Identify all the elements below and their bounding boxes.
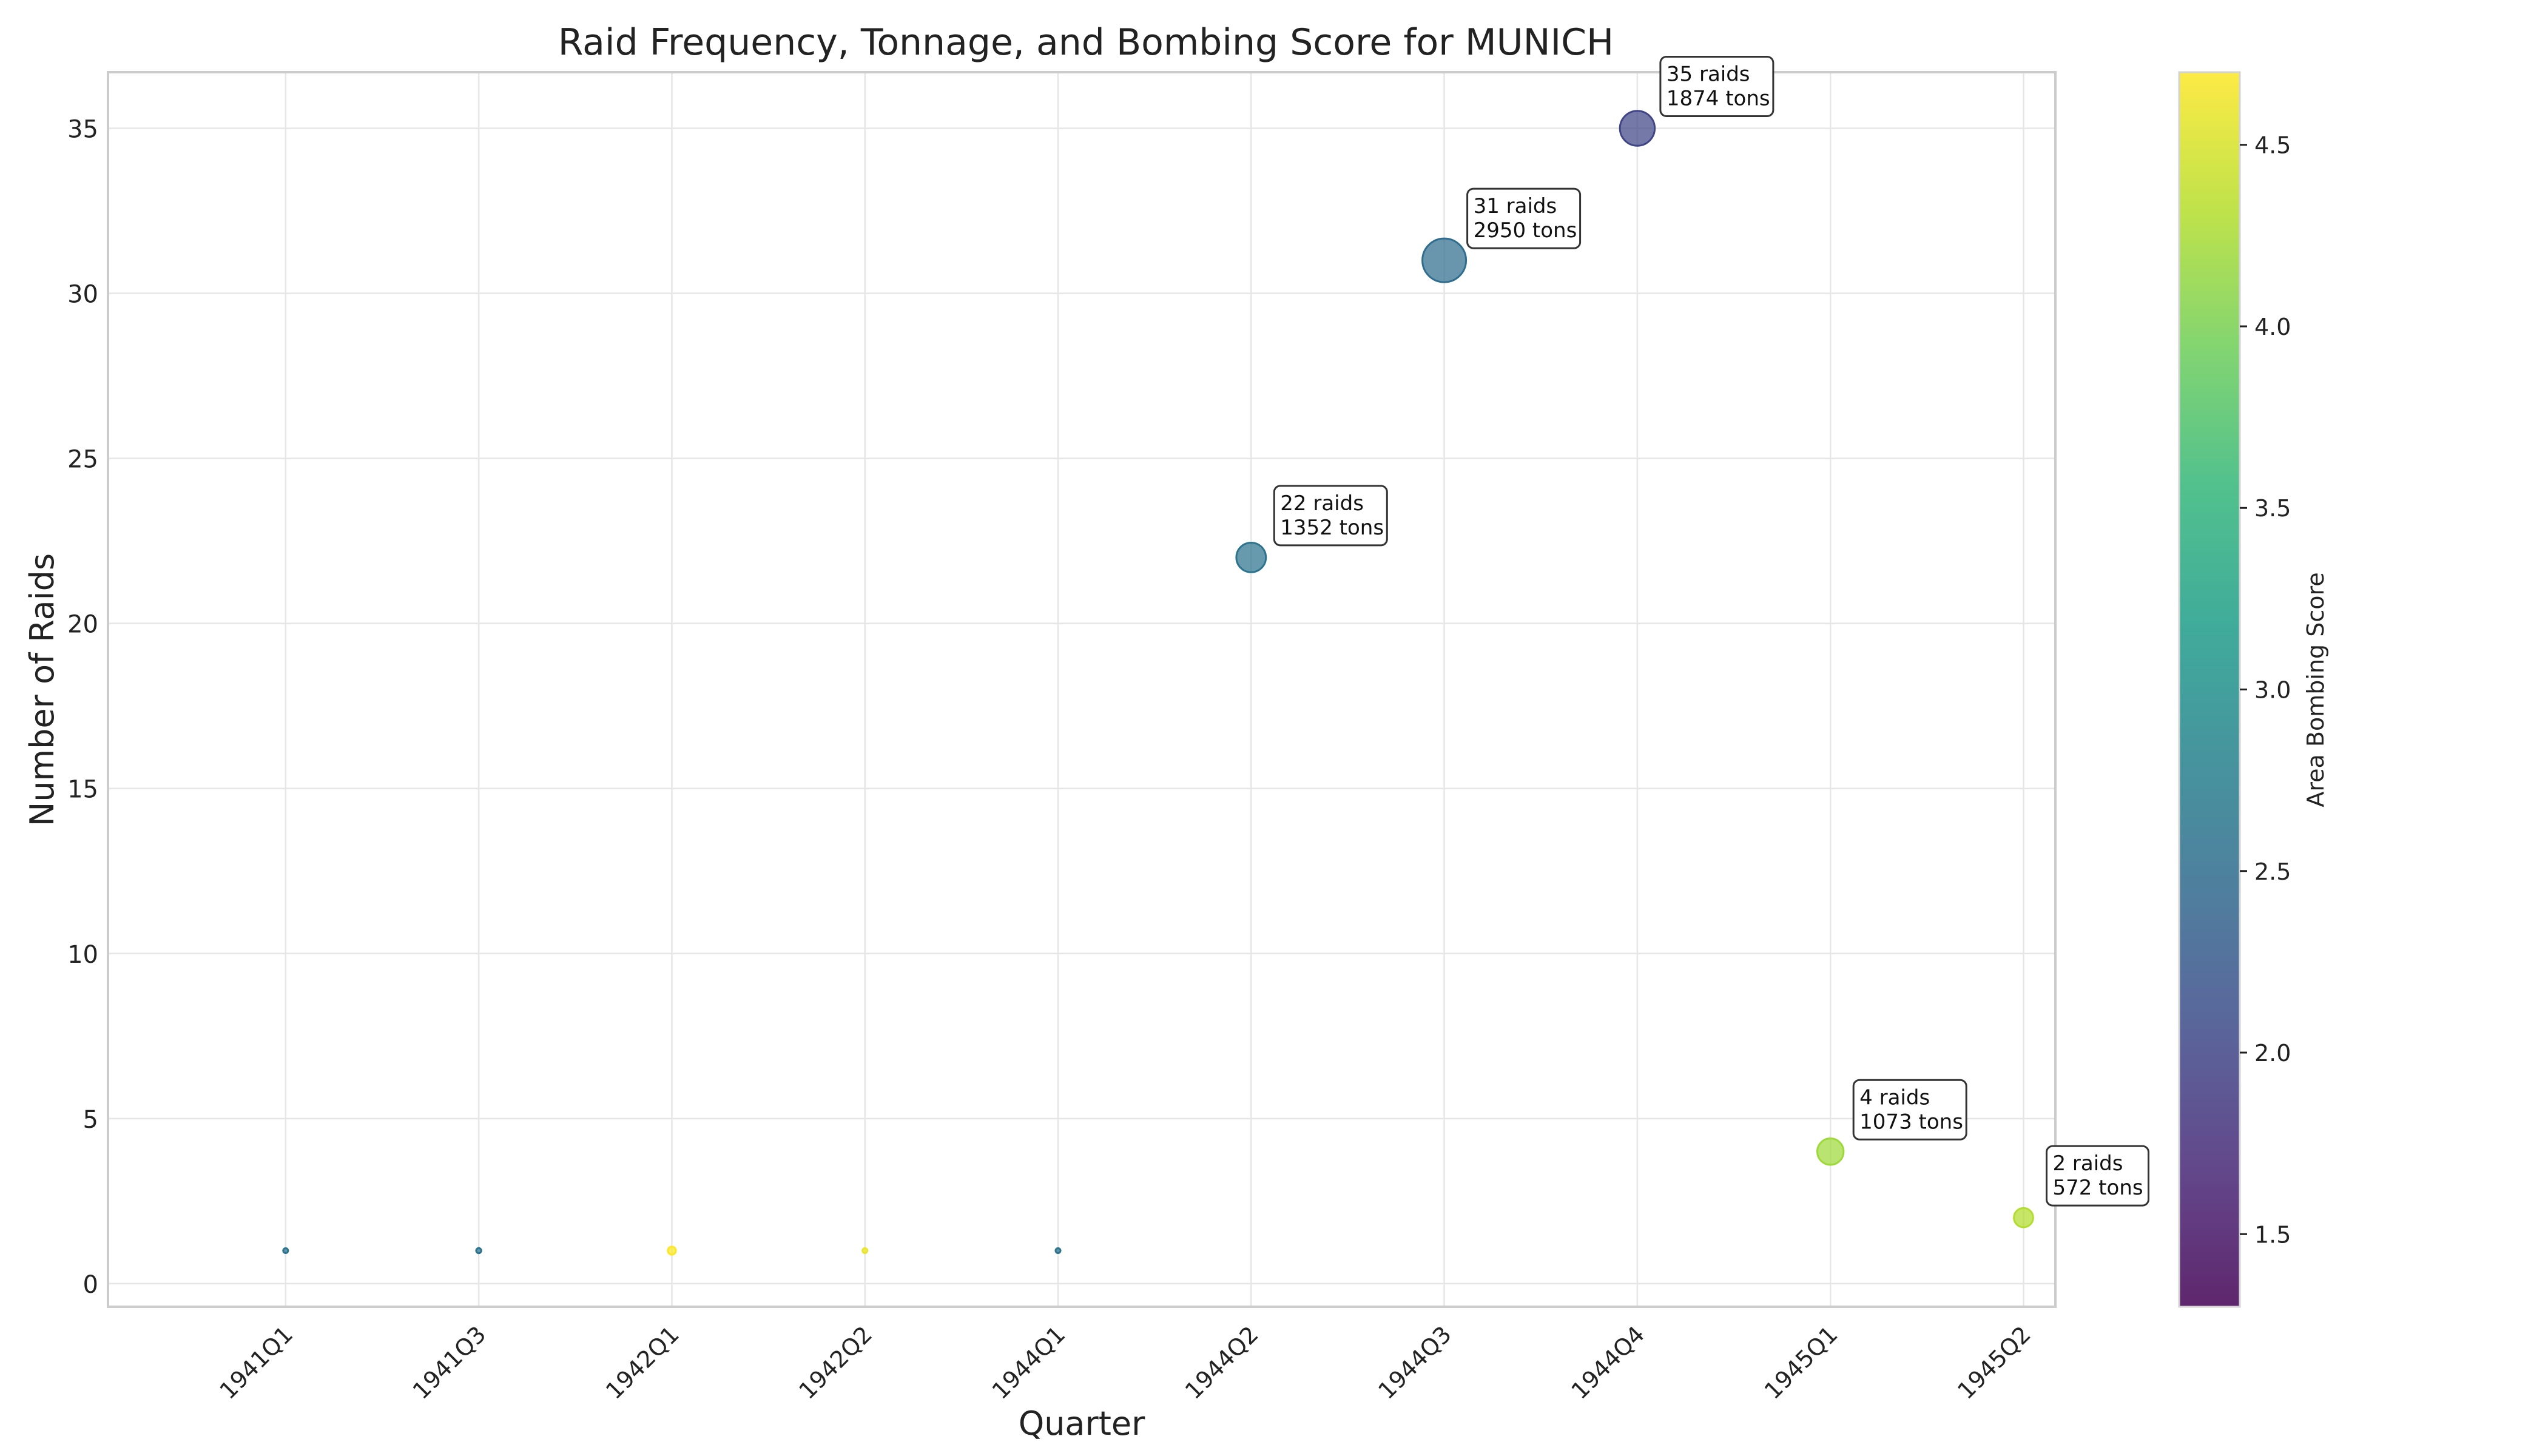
data-label: 31 raids 2950 tons [1474,194,1577,243]
data-point [861,1247,869,1254]
colorbar-ticks: 1.5 2.0 2.5 3.0 3.5 4.0 4.5 [2240,132,2291,1248]
data-label-box [1659,56,1774,117]
y-tick-label: 20 [67,611,98,639]
data-label-box [2045,1145,2149,1207]
x-tick-label: 1945Q1 [1759,1321,1843,1404]
x-tick-label: 1942Q1 [601,1321,684,1404]
x-axis-label: Quarter [1019,1404,1145,1443]
data-label: 2 raids 572 tons [2052,1151,2143,1200]
y-tick-label: 25 [67,446,98,474]
data-point [667,1245,677,1256]
x-tick-label: 1942Q2 [794,1321,877,1404]
colorbar-tick-label: 1.5 [2254,1221,2291,1248]
x-tick-label: 1941Q1 [214,1321,298,1404]
data-label: 35 raids 1874 tons [1667,62,1770,111]
x-tick-label: 1945Q2 [1952,1321,2036,1404]
data-labels: 22 raids 1352 tons 31 raids 2950 tons 35 rai… [1273,56,2149,1207]
data-label-box [1273,485,1388,547]
x-tick-label: 1941Q3 [408,1321,491,1404]
data-label: 22 raids 1352 tons [1280,491,1384,540]
y-tick-label: 30 [67,281,98,309]
chart-title: Raid Frequency, Tonnage, and Bombing Sco… [558,21,1614,64]
x-tick-label: 1944Q2 [1180,1321,1264,1404]
data-point [1619,110,1656,147]
data-point [1421,237,1468,283]
x-tick-label: 1944Q3 [1373,1321,1457,1404]
y-axis-ticks: 0 5 10 15 20 25 30 35 [67,116,98,1299]
data-point [1235,541,1267,573]
colorbar-tick-label: 4.0 [2254,314,2291,340]
data-label: 4 raids 1073 tons [1859,1085,1963,1134]
x-tick-label: 1944Q4 [1566,1321,1650,1404]
colorbar-label: Area Bombing Score [2302,572,2329,807]
data-point [1054,1247,1062,1254]
data-points [282,110,2034,1256]
data-point [1816,1138,1845,1166]
colorbar-tick-label: 3.5 [2254,495,2291,522]
colorbar [2178,71,2241,1308]
y-tick-label: 15 [67,776,98,804]
data-point [2013,1207,2034,1228]
y-tick-label: 0 [83,1271,98,1299]
colorbar-tick-label: 2.5 [2254,858,2291,885]
x-tick-label: 1944Q1 [987,1321,1071,1404]
y-axis-label: Number of Raids [23,553,61,826]
y-tick-label: 35 [67,116,98,144]
data-label-box [1466,187,1582,249]
colorbar-tick-label: 4.5 [2254,132,2291,159]
data-point [282,1247,289,1254]
colorbar-tick-label: 2.0 [2254,1040,2291,1067]
colorbar-tick-label: 3.0 [2254,677,2291,704]
data-point [475,1247,482,1255]
plot-area [107,71,2057,1308]
x-axis-ticks: 1941Q1 1941Q3 1942Q1 1942Q2 1944Q1 1944Q2 1944… [214,1321,2035,1404]
y-tick-label: 5 [83,1106,98,1134]
grid-lines [108,72,2055,1307]
y-tick-label: 10 [67,941,98,969]
data-label-box [1852,1079,1967,1141]
